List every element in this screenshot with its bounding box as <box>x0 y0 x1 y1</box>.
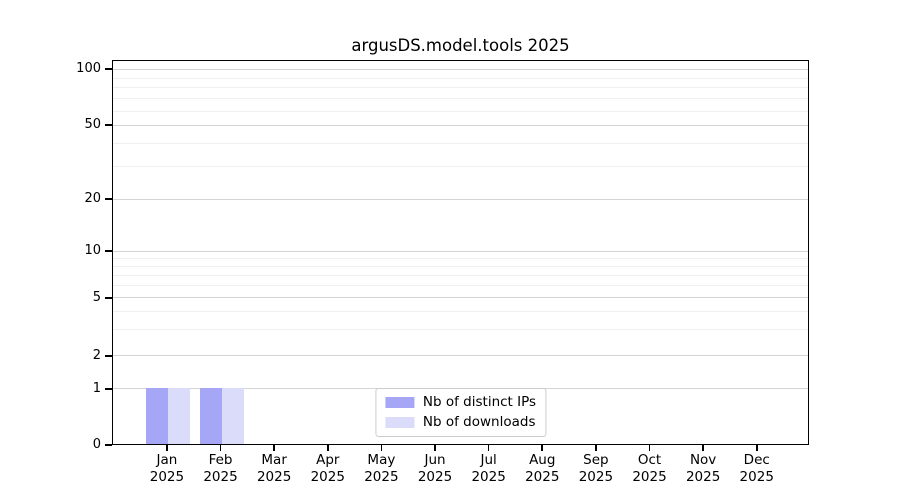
gridline-minor <box>113 110 808 112</box>
x-tick-mark <box>702 445 704 451</box>
bar-distinct-ips <box>145 388 168 444</box>
chart-title: argusDS.model.tools 2025 <box>351 36 570 55</box>
x-tick-label: Mar 2025 <box>256 452 292 485</box>
y-tick-label: 0 <box>92 437 101 452</box>
x-tick-mark <box>380 445 383 451</box>
y-tick-mark <box>105 444 112 446</box>
x-tick-mark <box>648 445 651 451</box>
y-tick-mark <box>105 68 112 70</box>
x-tick-mark <box>166 445 168 451</box>
y-tick-mark <box>105 297 112 299</box>
y-tick-mark <box>105 198 112 200</box>
y-tick-mark <box>105 355 112 357</box>
gridline-major <box>113 250 808 252</box>
y-tick-mark <box>105 124 112 126</box>
y-tick-label: 100 <box>76 61 101 76</box>
y-tick-label: 20 <box>84 190 101 206</box>
y-tick-mark <box>105 388 112 390</box>
x-tick-mark <box>273 445 275 451</box>
legend: Nb of distinct IPs Nb of downloads <box>374 388 547 437</box>
x-tick-label: Jul 2025 <box>471 452 506 485</box>
gridline-major <box>113 297 808 299</box>
bar-distinct-ips <box>199 388 222 444</box>
y-tick-label: 5 <box>92 290 101 305</box>
bar-downloads <box>167 388 190 444</box>
x-tick-mark <box>434 445 436 451</box>
legend-swatch <box>384 396 414 408</box>
x-tick-mark <box>755 445 758 451</box>
legend-label: Nb of distinct IPs <box>422 394 537 410</box>
gridline-major <box>113 125 808 127</box>
x-tick-mark <box>541 445 544 451</box>
legend-swatch <box>384 416 414 428</box>
y-tick-label: 10 <box>84 242 101 258</box>
legend-row: Nb of distinct IPs <box>384 394 537 410</box>
x-tick-label: Jun 2025 <box>417 452 453 485</box>
bar-downloads <box>221 388 244 444</box>
x-tick-label: Dec 2025 <box>739 452 774 485</box>
legend-row: Nb of downloads <box>384 414 536 430</box>
y-tick-label: 2 <box>92 347 101 363</box>
x-tick-label: Nov 2025 <box>685 452 721 485</box>
gridline-major <box>113 354 808 356</box>
x-tick-mark <box>487 445 490 451</box>
y-tick-label: 1 <box>92 380 101 396</box>
x-tick-mark <box>326 445 329 451</box>
gridline-minor <box>113 166 808 168</box>
x-tick-mark <box>219 445 222 451</box>
gridline-minor <box>113 284 808 286</box>
gridline-minor <box>113 87 808 89</box>
gridline-minor <box>113 329 808 331</box>
gridline-major <box>113 198 808 200</box>
legend-label: Nb of downloads <box>422 414 536 430</box>
x-tick-label: Aug 2025 <box>525 452 560 485</box>
x-tick-label: May 2025 <box>364 452 399 485</box>
x-tick-label: Oct 2025 <box>632 452 667 485</box>
y-tick-label: 50 <box>84 116 101 132</box>
x-tick-label: Feb 2025 <box>203 452 238 485</box>
gridline-minor <box>113 265 808 267</box>
x-tick-label: Jan 2025 <box>149 452 185 485</box>
x-tick-label: Sep 2025 <box>578 452 614 485</box>
gridline-minor <box>113 311 808 313</box>
gridline-minor <box>113 274 808 276</box>
x-tick-label: Apr 2025 <box>310 452 345 485</box>
plot-area: Nb of distinct IPs Nb of downloads <box>112 60 809 445</box>
gridline-minor <box>113 77 808 79</box>
y-tick-mark <box>105 250 112 252</box>
gridline-major <box>113 69 808 71</box>
x-tick-mark <box>595 445 597 451</box>
gridline-minor <box>113 143 808 145</box>
gridline-minor <box>113 98 808 100</box>
gridline-minor <box>113 257 808 259</box>
